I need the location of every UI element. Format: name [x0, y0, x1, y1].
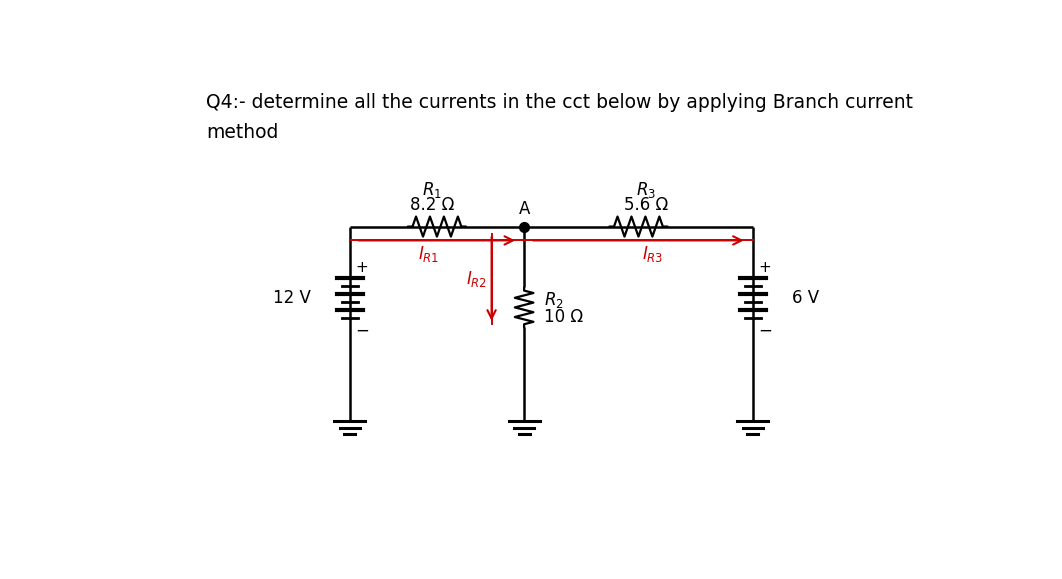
Text: $R_3$: $R_3$ — [636, 179, 656, 200]
Text: 8.2 Ω: 8.2 Ω — [410, 196, 455, 214]
Text: 6 V: 6 V — [791, 289, 819, 307]
Text: $R_1$: $R_1$ — [423, 179, 442, 200]
Text: Q4:- determine all the currents in the cct below by applying Branch current: Q4:- determine all the currents in the c… — [206, 93, 913, 112]
Text: +: + — [758, 260, 771, 275]
Text: −: − — [758, 321, 772, 339]
Text: 12 V: 12 V — [273, 289, 311, 307]
Text: 5.6 Ω: 5.6 Ω — [624, 196, 668, 214]
Text: +: + — [355, 260, 367, 275]
Text: $I_{R1}$: $I_{R1}$ — [417, 244, 439, 263]
Text: $I_{R2}$: $I_{R2}$ — [466, 269, 487, 289]
Text: method: method — [206, 123, 278, 142]
Text: A: A — [518, 200, 530, 218]
Text: 10 Ω: 10 Ω — [544, 307, 583, 325]
Text: $R_2$: $R_2$ — [544, 290, 563, 310]
Text: $I_{R3}$: $I_{R3}$ — [643, 244, 664, 263]
Text: −: − — [355, 321, 370, 339]
